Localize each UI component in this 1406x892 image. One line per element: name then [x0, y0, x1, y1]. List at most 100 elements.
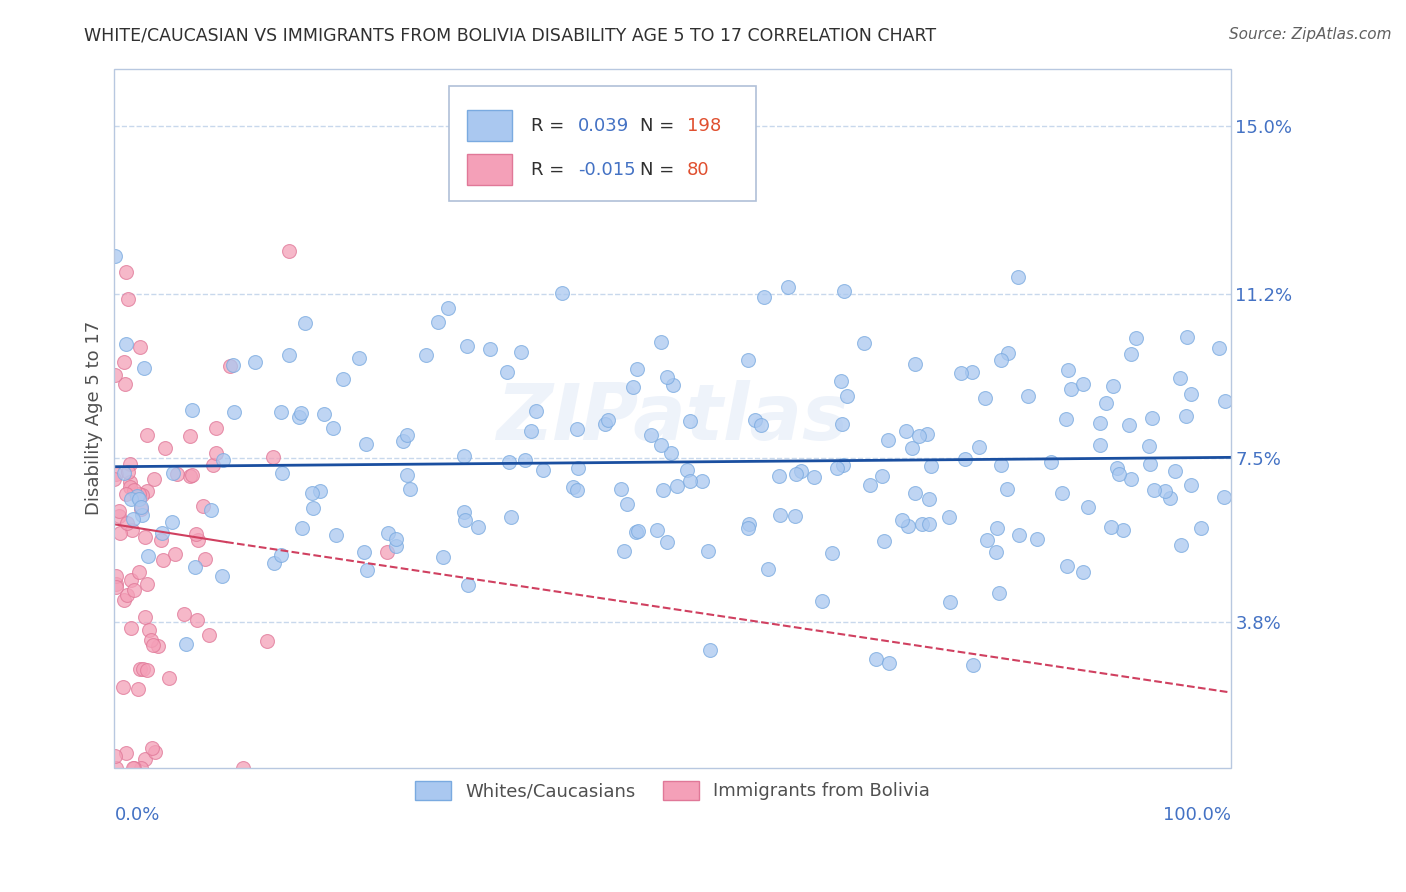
Point [104, 580, 127, 594]
Point [271, 466, 294, 480]
Point [107, 508, 129, 523]
Point [679, 414, 702, 428]
Point [870, 468, 893, 483]
Point [103, 472, 125, 486]
Point [1090, 437, 1112, 451]
Point [112, 467, 135, 481]
Point [115, 746, 138, 760]
Point [1108, 467, 1130, 481]
Point [179, 429, 201, 443]
Text: 80: 80 [688, 161, 710, 179]
Point [626, 361, 648, 376]
Point [1154, 484, 1177, 499]
Point [136, 549, 159, 563]
Point [396, 467, 419, 482]
Point [1039, 455, 1062, 469]
Point [194, 552, 217, 566]
Point [143, 745, 166, 759]
Point [427, 314, 450, 328]
Point [900, 441, 922, 455]
Point [1215, 393, 1237, 408]
Point [1008, 528, 1031, 542]
Point [879, 657, 901, 671]
Point [920, 459, 942, 474]
Point [453, 449, 475, 463]
Point [830, 374, 852, 388]
Point [150, 526, 173, 541]
Point [676, 463, 699, 477]
Text: -0.015: -0.015 [578, 161, 636, 179]
Point [1095, 396, 1118, 410]
Text: 100.0%: 100.0% [1163, 806, 1230, 824]
Point [127, 489, 149, 503]
Point [510, 345, 533, 359]
Point [1054, 412, 1077, 426]
Point [976, 533, 998, 548]
Point [377, 525, 399, 540]
Point [650, 334, 672, 349]
Point [122, 761, 145, 775]
Point [184, 559, 207, 574]
Point [531, 463, 554, 477]
Point [1139, 458, 1161, 472]
Point [457, 578, 479, 592]
Point [290, 406, 312, 420]
Point [243, 355, 266, 369]
Point [1163, 464, 1185, 478]
Point [118, 480, 141, 494]
Point [124, 582, 146, 597]
Point [184, 527, 207, 541]
Point [650, 438, 672, 452]
Point [696, 543, 718, 558]
Point [128, 566, 150, 580]
Point [811, 594, 834, 608]
Point [131, 761, 153, 775]
Point [128, 487, 150, 501]
Point [134, 609, 156, 624]
Point [141, 740, 163, 755]
Point [962, 364, 984, 378]
Point [498, 455, 520, 469]
Text: 0.039: 0.039 [578, 117, 628, 135]
Point [997, 346, 1019, 360]
Point [112, 355, 135, 369]
Point [181, 468, 204, 483]
Point [294, 316, 316, 330]
Point [103, 249, 125, 263]
Point [179, 469, 201, 483]
Point [134, 360, 156, 375]
Point [988, 586, 1011, 600]
Point [122, 483, 145, 497]
Point [950, 366, 973, 380]
Point [859, 478, 882, 492]
Point [962, 658, 984, 673]
Point [1057, 363, 1080, 377]
Point [1170, 539, 1192, 553]
Text: 0.0%: 0.0% [114, 806, 160, 824]
Point [1119, 472, 1142, 486]
Point [567, 461, 589, 475]
Point [114, 265, 136, 279]
Point [1159, 491, 1181, 505]
Point [201, 458, 224, 472]
Point [162, 515, 184, 529]
Point [263, 556, 285, 570]
Point [135, 576, 157, 591]
Point [301, 486, 323, 500]
Point [120, 492, 142, 507]
Point [596, 413, 619, 427]
Point [108, 525, 131, 540]
Point [308, 484, 330, 499]
Point [896, 424, 918, 438]
Point [953, 451, 976, 466]
Point [1099, 520, 1122, 534]
Point [917, 426, 939, 441]
Point [176, 637, 198, 651]
Point [120, 475, 142, 490]
Point [897, 518, 920, 533]
Point [135, 663, 157, 677]
Point [690, 474, 713, 488]
Point [193, 499, 215, 513]
Point [790, 464, 813, 478]
Point [312, 407, 335, 421]
